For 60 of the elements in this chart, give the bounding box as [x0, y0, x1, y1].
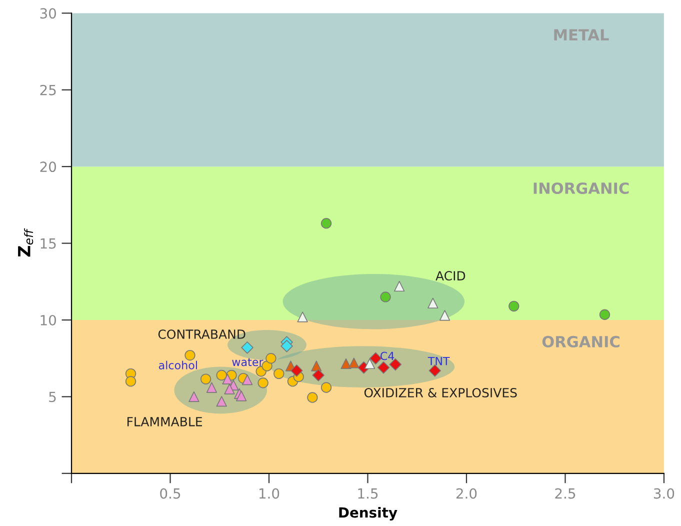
annotation: CONTRABAND — [158, 329, 246, 339]
point — [340, 358, 352, 370]
point — [216, 396, 227, 407]
point — [258, 378, 268, 388]
y-axis-title: Z$_{eff}$ — [18, 228, 34, 257]
point — [364, 358, 376, 370]
point — [125, 376, 136, 387]
y-tick-label: 30 — [40, 8, 56, 19]
annotation: ACID — [436, 271, 466, 280]
annotation: water — [232, 358, 264, 366]
band-label: INORGANIC — [534, 182, 629, 194]
point — [236, 390, 247, 402]
x-tick-label: 1.0 — [259, 488, 280, 499]
x-tick-label: 0.5 — [160, 488, 180, 499]
point — [369, 352, 382, 364]
annotation: TNT — [428, 356, 450, 366]
point — [216, 370, 227, 381]
x-tick-label: 1.5 — [358, 488, 378, 499]
annotation: OXIDIZER & EXPLOSIVES — [364, 388, 517, 398]
point — [280, 340, 293, 352]
point — [377, 361, 390, 374]
band-label: METAL — [554, 29, 609, 40]
y-tick-label: 20 — [40, 162, 56, 172]
point — [206, 382, 218, 393]
y-tick-label: 5 — [49, 392, 56, 402]
annotation: C4 — [380, 352, 394, 360]
x-tick-label: 3.0 — [654, 488, 674, 499]
point — [312, 369, 325, 382]
point — [307, 392, 318, 403]
point — [266, 353, 276, 364]
point — [439, 310, 450, 321]
point — [428, 298, 438, 308]
y-tick-label: 10 — [40, 314, 56, 326]
point — [242, 374, 253, 386]
point — [241, 341, 254, 354]
point — [311, 360, 322, 372]
point — [320, 382, 332, 393]
point — [394, 280, 405, 292]
y-tick-label: 25 — [40, 84, 56, 96]
x-axis-title: Density — [339, 506, 398, 521]
point — [297, 312, 308, 322]
point — [599, 309, 610, 320]
x-tick-label: 2.0 — [456, 488, 477, 499]
point — [380, 292, 391, 302]
point — [274, 368, 284, 380]
annotation: alcohol — [158, 360, 197, 370]
point — [184, 350, 196, 361]
point — [200, 374, 212, 384]
band-label: ORGANIC — [542, 336, 620, 348]
annotation: FLAMMABLE — [127, 417, 202, 426]
point — [348, 358, 360, 368]
point — [222, 374, 233, 384]
point — [508, 300, 520, 312]
point — [188, 391, 200, 402]
point — [320, 218, 332, 229]
point — [262, 360, 272, 372]
point — [290, 364, 303, 377]
point — [224, 384, 235, 394]
y-tick-label: 15 — [40, 238, 56, 249]
x-tick-label: 2.5 — [555, 488, 576, 499]
